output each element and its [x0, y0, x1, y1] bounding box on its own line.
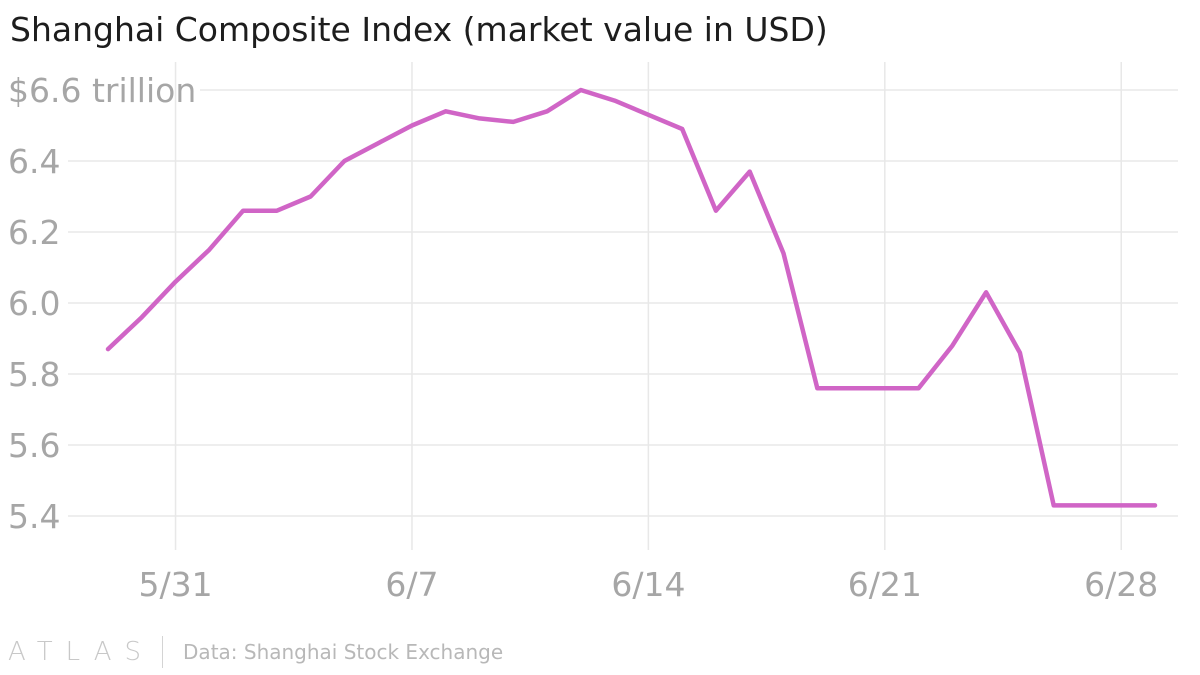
- x-tick-label: 6/21: [848, 565, 922, 604]
- x-tick-label: 6/28: [1084, 565, 1158, 604]
- x-tick-label: 6/7: [385, 565, 438, 604]
- grid-lines: [68, 62, 1178, 550]
- y-tick-label: 6.4: [8, 142, 60, 181]
- atlas-logo: ATLAS: [8, 637, 155, 667]
- series-layer: [105, 87, 1158, 508]
- series-line: [105, 87, 1158, 508]
- y-tick-label: 6.2: [8, 213, 60, 252]
- y-tick-label: $6.6 trillion: [8, 71, 196, 110]
- source-note: Data: Shanghai Stock Exchange: [183, 640, 504, 664]
- footer: ATLAS Data: Shanghai Stock Exchange: [8, 636, 503, 668]
- x-tick-label: 5/31: [138, 565, 212, 604]
- y-tick-label: 6.0: [8, 284, 60, 323]
- x-tick-label: 6/14: [611, 565, 685, 604]
- y-tick-label: 5.8: [8, 355, 60, 394]
- y-tick-label: 5.4: [8, 497, 60, 536]
- x-axis-ticks: 5/31 6/7 6/14 6/21 6/28: [138, 565, 1158, 604]
- chart-title: Shanghai Composite Index (market value i…: [10, 10, 828, 49]
- y-tick-label: 5.6: [8, 426, 60, 465]
- footer-divider: [162, 636, 164, 668]
- y-axis-ticks: 5.4 5.6 5.8 6.0 6.2 6.4 $6.6 trillion: [8, 71, 196, 536]
